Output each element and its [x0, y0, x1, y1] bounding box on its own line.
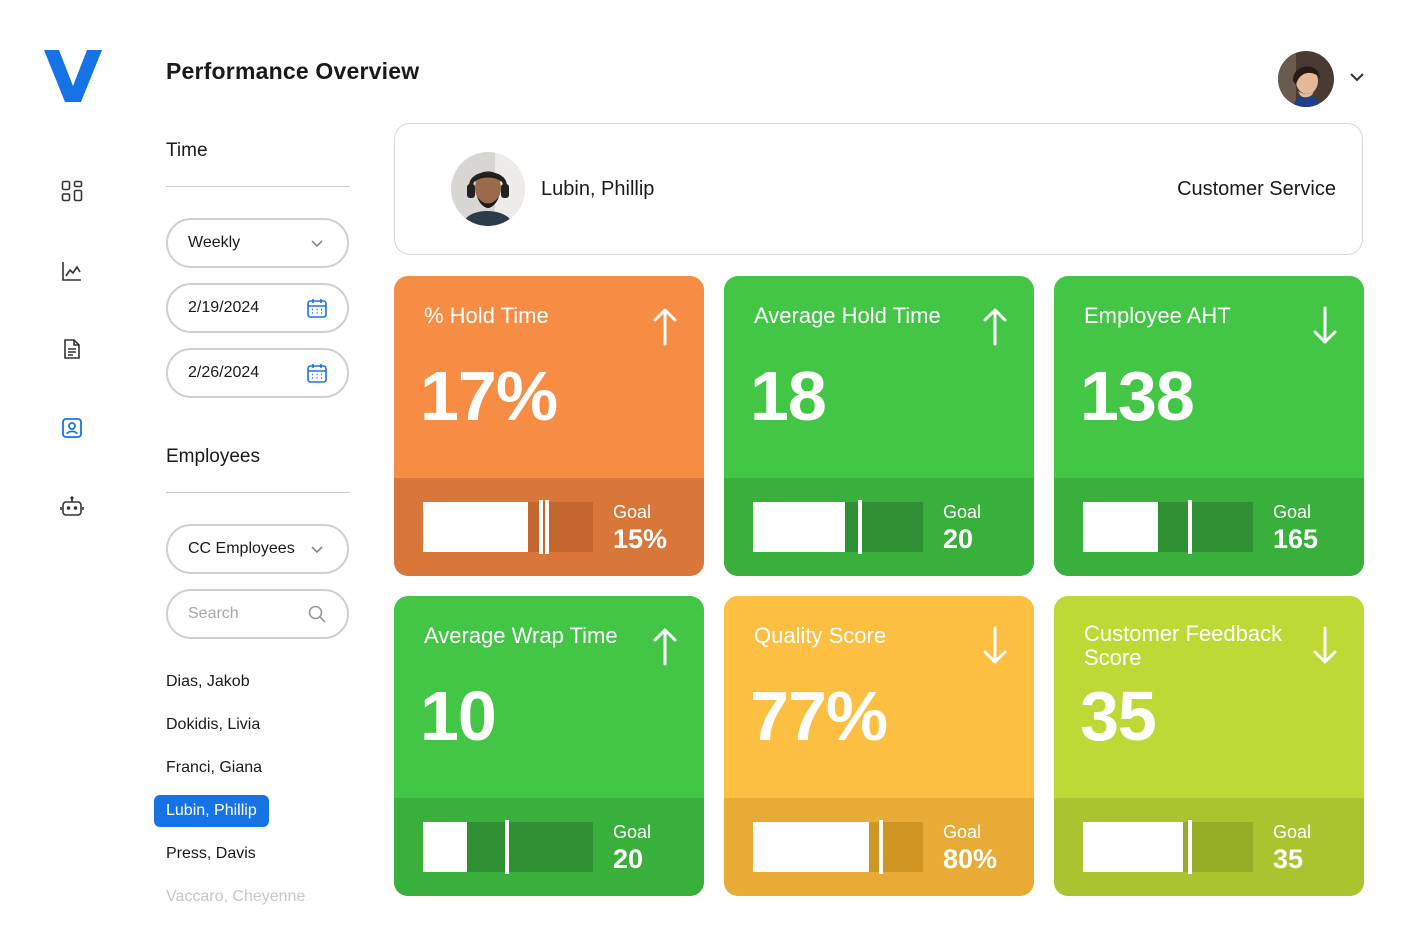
employee-name: Lubin, Phillip: [541, 178, 655, 200]
start-date-value: 2/19/2024: [188, 299, 260, 316]
employee-list-item[interactable]: Franci, Giana: [166, 759, 263, 776]
employee-list-item[interactable]: Press, Davis: [166, 845, 256, 862]
metric-card[interactable]: Customer Feedback Score 35 Goal 35: [1054, 596, 1364, 896]
chevron-down-icon[interactable]: [1346, 66, 1368, 88]
chevron-down-icon: [305, 537, 329, 561]
divider: [166, 492, 350, 493]
end-date-value: 2/26/2024: [188, 364, 260, 381]
goal-progress-bar: [1083, 500, 1253, 554]
goal-value: 80%: [943, 844, 998, 874]
app-logo[interactable]: [44, 46, 102, 104]
employee-avatar: [451, 152, 525, 226]
metric-title: Quality Score: [754, 623, 887, 648]
calendar-icon[interactable]: [305, 361, 329, 385]
metric-card[interactable]: Employee AHT 138 Goal 165: [1054, 276, 1364, 576]
employee-group-select[interactable]: CC Employees: [166, 524, 349, 574]
period-value: Weekly: [188, 234, 241, 251]
goal-marker: [538, 500, 543, 554]
metric-card[interactable]: Quality Score 77% Goal 80%: [724, 596, 1034, 896]
metric-title: Employee AHT: [1084, 303, 1231, 328]
arrow-down-icon: [1312, 626, 1338, 666]
goal-label: Goal: [613, 822, 652, 842]
goal-marker: [878, 820, 883, 874]
metric-goal-panel: Goal 35: [1054, 798, 1364, 896]
divider: [166, 186, 350, 187]
metric-value: 10: [420, 677, 497, 755]
goal-value: 20: [943, 524, 974, 554]
progress-fill: [753, 822, 869, 872]
start-date-field[interactable]: 2/19/2024: [166, 283, 349, 333]
chevron-down-icon: [305, 231, 329, 255]
metric-card[interactable]: % Hold Time 17% Goal 15%: [394, 276, 704, 576]
progress-fill: [423, 822, 468, 872]
time-label: Time: [166, 140, 208, 161]
progress-fill: [1083, 502, 1158, 552]
goal-progress-bar: [753, 500, 923, 554]
employee-card-icon[interactable]: [58, 414, 86, 442]
goal-label: Goal: [613, 502, 652, 522]
metric-title: Average Wrap Time: [424, 623, 618, 648]
robot-icon[interactable]: [58, 493, 86, 521]
end-date-field[interactable]: 2/26/2024: [166, 348, 349, 398]
goal-label: Goal: [943, 822, 982, 842]
period-select[interactable]: Weekly: [166, 218, 349, 268]
metric-value: 18: [750, 357, 827, 435]
goal-progress-bar: [1083, 820, 1253, 874]
metric-goal-panel: Goal 80%: [724, 798, 1034, 896]
goal-progress-bar: [753, 820, 923, 874]
goal-marker: [504, 820, 509, 874]
goal-marker: [1188, 820, 1193, 874]
goal-progress-bar: [423, 500, 593, 554]
employees-label: Employees: [166, 446, 260, 467]
search-icon[interactable]: [305, 602, 329, 626]
arrow-up-icon: [652, 306, 678, 346]
user-avatar[interactable]: [1278, 51, 1334, 107]
page-title: Performance Overview: [166, 58, 420, 84]
metric-title: Customer Feedback Score: [1084, 621, 1283, 670]
employee-list-item[interactable]: Dias, Jakob: [166, 673, 250, 690]
employee-profile-card: Lubin, Phillip Customer Service: [394, 123, 1363, 255]
metric-goal-panel: Goal 165: [1054, 478, 1364, 576]
metric-value: 17%: [420, 357, 558, 435]
goal-marker: [1188, 500, 1193, 554]
goal-label: Goal: [1273, 502, 1312, 522]
document-icon[interactable]: [58, 335, 86, 363]
goal-progress-bar: [423, 820, 593, 874]
goal-value: 20: [613, 844, 644, 874]
calendar-icon[interactable]: [305, 296, 329, 320]
goal-value: 35: [1273, 844, 1304, 874]
employee-group-value: CC Employees: [188, 540, 295, 557]
metric-goal-panel: Goal 15%: [394, 478, 704, 576]
metric-title: Average Hold Time: [754, 303, 941, 328]
metric-value: 138: [1080, 357, 1195, 435]
employee-list-item[interactable]: Vaccaro, Cheyenne: [166, 888, 306, 905]
metric-value: 77%: [750, 677, 888, 755]
search-input[interactable]: Search: [166, 589, 349, 639]
goal-marker: [545, 500, 550, 554]
metric-goal-panel: Goal 20: [724, 478, 1034, 576]
goal-value: 15%: [613, 524, 668, 554]
metric-card[interactable]: Average Wrap Time 10 Goal 20: [394, 596, 704, 896]
chart-icon[interactable]: [58, 257, 86, 285]
employee-department: Customer Service: [1177, 178, 1336, 200]
arrow-up-icon: [982, 306, 1008, 346]
arrow-down-icon: [982, 626, 1008, 666]
goal-label: Goal: [1273, 822, 1312, 842]
employee-list-item-selected[interactable]: Lubin, Phillip: [154, 795, 269, 827]
metric-goal-panel: Goal 20: [394, 798, 704, 896]
metric-title: % Hold Time: [424, 303, 549, 328]
employee-list-item[interactable]: Dokidis, Livia: [166, 716, 261, 733]
metric-value: 35: [1080, 677, 1157, 755]
arrow-down-icon: [1312, 306, 1338, 346]
progress-fill: [1083, 822, 1184, 872]
goal-value: 165: [1273, 524, 1319, 554]
search-placeholder: Search: [188, 605, 239, 622]
goal-label: Goal: [943, 502, 982, 522]
dashboard-icon[interactable]: [58, 177, 86, 205]
progress-fill: [423, 502, 529, 552]
arrow-up-icon: [652, 626, 678, 666]
progress-fill: [753, 502, 845, 552]
goal-marker: [858, 500, 863, 554]
metric-card[interactable]: Average Hold Time 18 Goal 20: [724, 276, 1034, 576]
